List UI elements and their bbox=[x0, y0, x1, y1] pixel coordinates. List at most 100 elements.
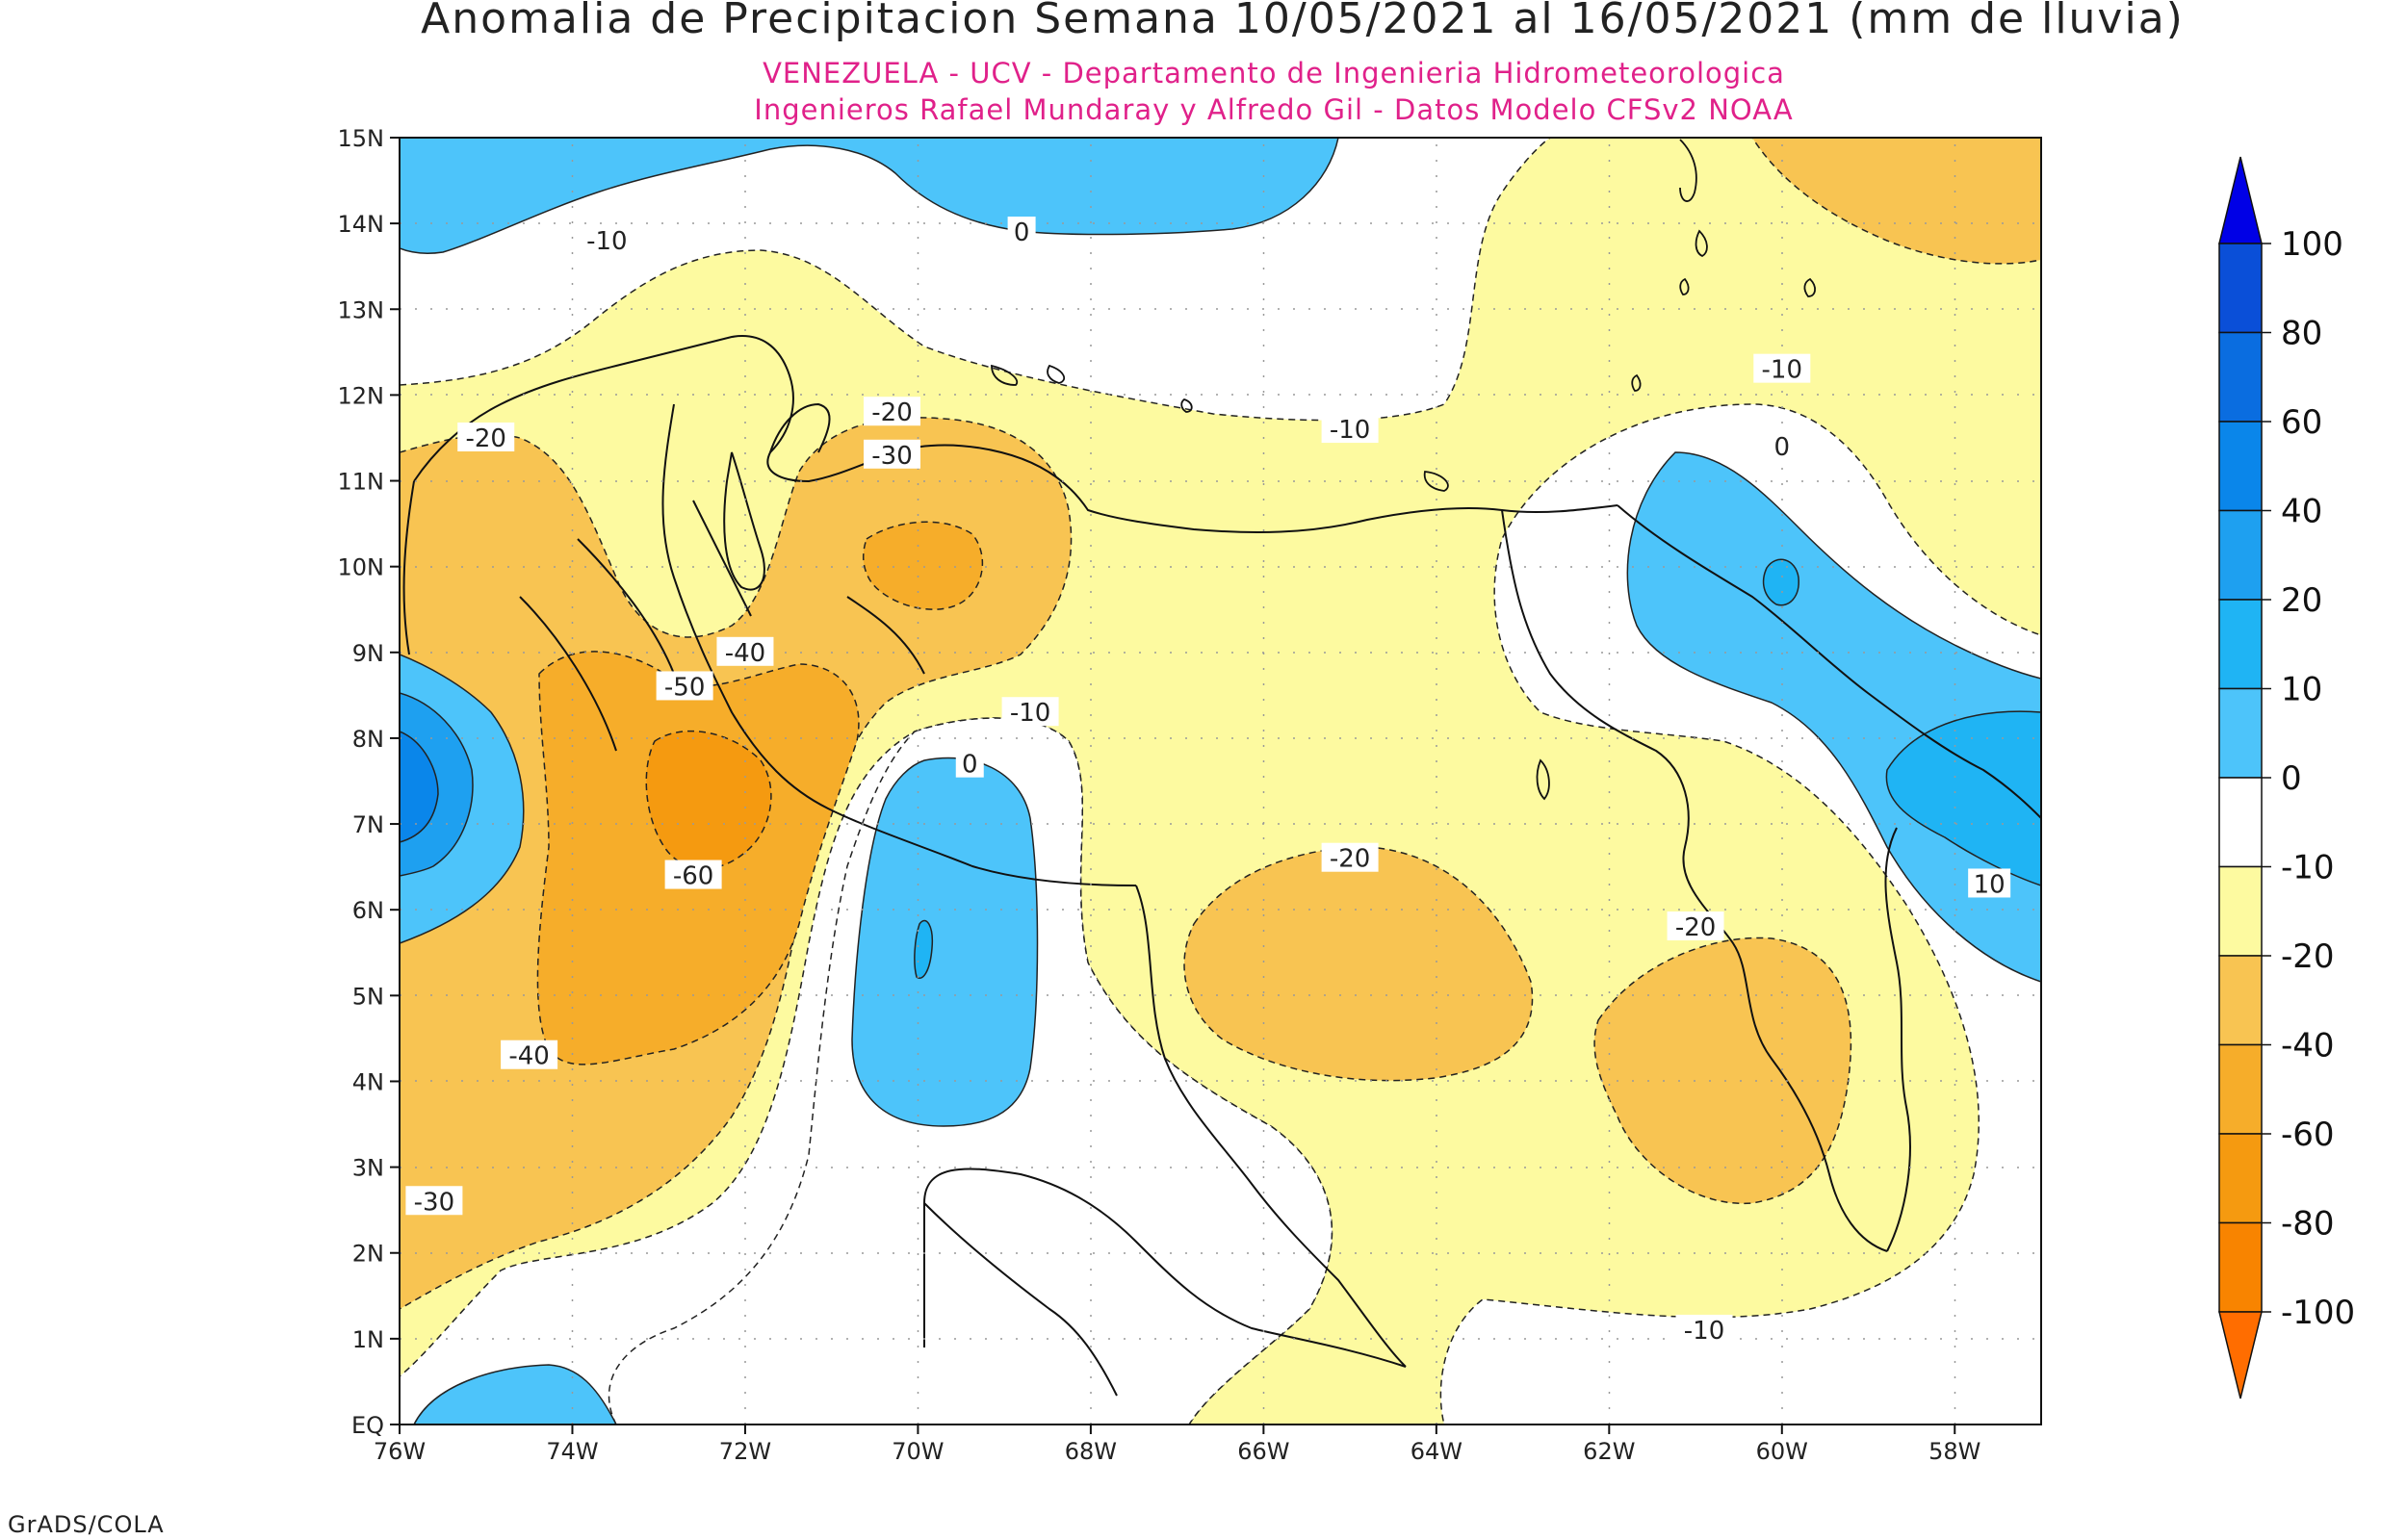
lat-tick-label: 14N bbox=[338, 211, 385, 238]
colorbar-swatch bbox=[2218, 777, 2263, 868]
contour-label-box bbox=[716, 636, 774, 666]
lon-tick-label: 70W bbox=[892, 1438, 944, 1465]
lon-tick-label: 66W bbox=[1237, 1438, 1289, 1465]
contour-label-box bbox=[1675, 1314, 1733, 1344]
colorbar-label: 100 bbox=[2281, 225, 2343, 264]
plot-area: -10 0 -20 -20 -30 -10 -10 0 -40 -50 -10 0 -60 -20 -20 1… bbox=[400, 138, 2041, 1424]
contour-label: -20 bbox=[466, 424, 506, 453]
plot-frame bbox=[399, 137, 2042, 1425]
colorbar-swatch bbox=[2218, 865, 2263, 957]
contour-label-box bbox=[1667, 911, 1724, 941]
colorbar-label: 60 bbox=[2281, 403, 2322, 442]
lat-tick-label: 9N bbox=[352, 640, 384, 667]
lat-tick-label: 1N bbox=[352, 1326, 384, 1353]
contour-label-box bbox=[1007, 217, 1036, 246]
contour-label: 0 bbox=[1014, 218, 1030, 247]
contour-label: -10 bbox=[1762, 356, 1802, 385]
colorbar-label: -10 bbox=[2281, 849, 2335, 887]
contour-label-box bbox=[1321, 414, 1379, 444]
lon-tick-label: 76W bbox=[374, 1438, 426, 1465]
anomaly-fill-neg60 bbox=[645, 730, 772, 870]
lat-tick-label: 4N bbox=[352, 1068, 384, 1095]
contour-label: -40 bbox=[725, 639, 765, 668]
contour-label: -10 bbox=[1010, 699, 1050, 728]
colorbar-label: 80 bbox=[2281, 315, 2322, 353]
contour-label: -20 bbox=[1675, 913, 1716, 942]
contour-label-box bbox=[664, 860, 722, 889]
colorbar-swatch bbox=[2218, 599, 2263, 690]
contour-label: -60 bbox=[673, 862, 713, 891]
colorbar-swatch bbox=[2218, 1043, 2263, 1135]
contour-label-box bbox=[1001, 697, 1059, 727]
lat-tick-label: 3N bbox=[352, 1155, 384, 1182]
map-title: Anomalia de Precipitacion Semana 10/05/2… bbox=[421, 0, 2185, 43]
lat-tick-label: 15N bbox=[338, 125, 385, 152]
subtitle-line-1: VENEZUELA - UCV - Departamento de Ingeni… bbox=[763, 57, 1785, 90]
lat-tick-label: 7N bbox=[352, 811, 384, 838]
colorbar-swatch bbox=[2218, 1133, 2263, 1224]
lat-tick-label: 2N bbox=[352, 1241, 384, 1268]
lon-tick-label: 60W bbox=[1756, 1438, 1808, 1465]
longitude-axis: 76W 74W 72W 70W 68W 66W 64W 62W 60W 58W bbox=[374, 1424, 1980, 1465]
colorbar-label: -80 bbox=[2281, 1205, 2335, 1244]
contour-label: -50 bbox=[664, 673, 705, 702]
lat-tick-label: 13N bbox=[338, 296, 385, 323]
contour-label-box bbox=[1768, 430, 1797, 460]
contour-labels: -10 0 -20 -20 -30 -10 -10 0 -40 -50 -10 0 -60 -20 -20 1… bbox=[405, 217, 2011, 1346]
lat-tick-label: EQ bbox=[351, 1412, 384, 1439]
colorbar-bottom-arrow bbox=[2218, 1311, 2263, 1399]
contour-label: -20 bbox=[1330, 845, 1370, 874]
contour-label-box bbox=[656, 671, 713, 701]
lat-tick-label: 6N bbox=[352, 897, 384, 924]
lon-tick-label: 64W bbox=[1411, 1438, 1462, 1465]
contour-label-box bbox=[1321, 842, 1379, 872]
contour-label: -30 bbox=[871, 442, 912, 471]
lat-tick-label: 10N bbox=[338, 554, 385, 581]
colorbar-label: -20 bbox=[2281, 937, 2335, 976]
contour-label: -20 bbox=[871, 398, 912, 427]
contour-label: 0 bbox=[962, 751, 978, 780]
contour-label-box bbox=[955, 748, 984, 778]
contour-label: -30 bbox=[414, 1188, 454, 1217]
latitude-axis: EQ 1N 2N 3N 4N 5N 6N 7N 8N 9N 10N 11N 12N 13N 14N 15N bbox=[338, 125, 400, 1439]
colorbar-swatch bbox=[2218, 421, 2263, 512]
colorbar-label: 0 bbox=[2281, 759, 2302, 798]
colorbar-label: -100 bbox=[2281, 1294, 2355, 1332]
lon-tick-label: 58W bbox=[1928, 1438, 1980, 1465]
colorbar-label: 20 bbox=[2281, 581, 2322, 620]
contour-label-box bbox=[1753, 353, 1811, 383]
colorbar-swatch bbox=[2218, 1221, 2263, 1313]
subtitle-line-2: Ingenieros Rafael Mundaray y Alfredo Gil… bbox=[754, 93, 1793, 126]
colorbar-swatch bbox=[2218, 955, 2263, 1046]
colorbar-label: 10 bbox=[2281, 671, 2322, 709]
anomaly-fill-positive-10 bbox=[400, 558, 2041, 979]
colorbar-label: 40 bbox=[2281, 493, 2322, 531]
contour-label-box bbox=[864, 397, 920, 426]
contour-label-box bbox=[864, 439, 920, 469]
lat-tick-label: 8N bbox=[352, 726, 384, 753]
colorbar-swatch bbox=[2218, 687, 2263, 779]
grads-credit: GrADS/COLA bbox=[8, 1511, 165, 1538]
contour-label-box bbox=[457, 422, 515, 451]
contour-label: -10 bbox=[1684, 1317, 1724, 1346]
contour-label: -10 bbox=[586, 227, 627, 256]
lat-tick-label: 11N bbox=[338, 469, 385, 496]
contour-label: 0 bbox=[1774, 433, 1791, 462]
contour-label-box bbox=[405, 1186, 463, 1216]
caribbean-islands bbox=[991, 139, 1816, 801]
lon-tick-label: 62W bbox=[1583, 1438, 1635, 1465]
contour-label: 10 bbox=[1974, 870, 2006, 899]
lat-tick-label: 12N bbox=[338, 382, 385, 409]
contour-label-box bbox=[578, 224, 635, 254]
colorbar-label: -40 bbox=[2281, 1027, 2335, 1065]
lat-tick-label: 5N bbox=[352, 983, 384, 1010]
lon-tick-label: 68W bbox=[1065, 1438, 1117, 1465]
contour-label-box bbox=[501, 1040, 558, 1069]
lon-tick-label: 74W bbox=[546, 1438, 598, 1465]
colorbar-swatch bbox=[2218, 509, 2263, 601]
lon-tick-label: 72W bbox=[719, 1438, 771, 1465]
colorbar-label: -60 bbox=[2281, 1116, 2335, 1154]
colorbar-swatch bbox=[2218, 331, 2263, 423]
